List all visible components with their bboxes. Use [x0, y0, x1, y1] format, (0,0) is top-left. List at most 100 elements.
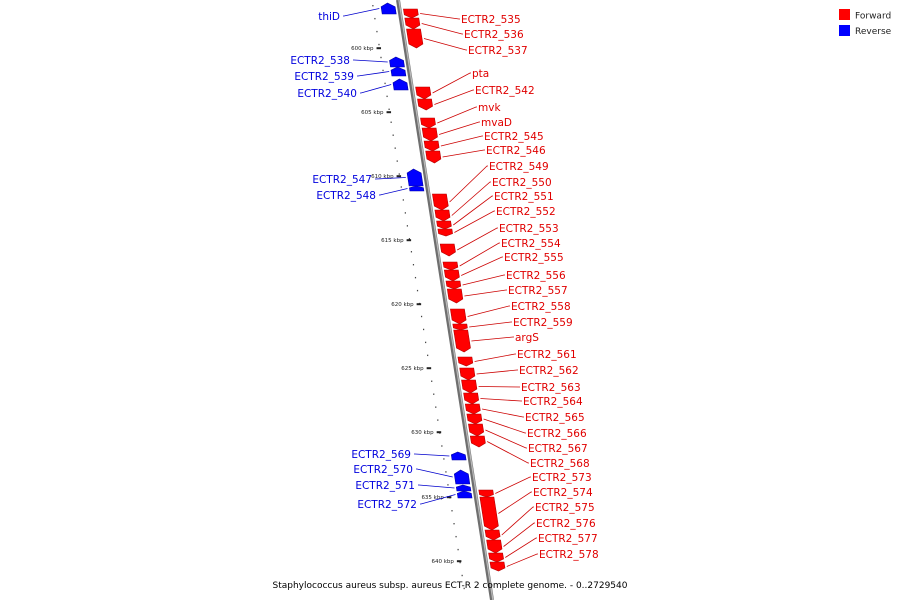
gene-leader-line — [480, 398, 522, 402]
kbp-tick-label: 610 kbp — [371, 174, 394, 180]
gene-leader-line — [432, 72, 471, 94]
minor-tick — [451, 510, 453, 512]
minor-tick — [396, 160, 398, 162]
minor-tick — [398, 173, 400, 175]
minor-tick — [406, 225, 408, 227]
gene-leader-line — [434, 89, 474, 105]
minor-tick — [453, 523, 455, 525]
gene-label-forward: ECTR2_575 — [535, 502, 595, 514]
gene-forward — [478, 489, 494, 498]
gene-leader-line — [459, 242, 500, 267]
minor-tick — [408, 238, 411, 240]
major-tick — [446, 496, 452, 499]
gene-leader-line — [442, 149, 485, 158]
legend: Forward Reverse — [839, 9, 892, 37]
gene-features — [380, 2, 506, 572]
gene-label-reverse: ECTR2_570 — [353, 464, 413, 476]
gene-leader-line — [462, 274, 505, 286]
gene-leader-line — [420, 13, 460, 20]
minor-tick — [402, 199, 404, 201]
gene-leader-line — [418, 484, 455, 489]
gene-label-forward: ECTR2_559 — [513, 317, 573, 329]
gene-label-reverse: ECTR2_538 — [290, 55, 350, 67]
gene-forward — [437, 228, 453, 237]
gene-label-forward: ECTR2_576 — [536, 518, 596, 530]
minor-tick — [461, 574, 463, 577]
gene-label-forward: ECTR2_535 — [461, 14, 521, 26]
kbp-tick-label: 615 kbp — [381, 238, 404, 244]
minor-ticks — [372, 5, 465, 590]
minor-tick — [416, 289, 419, 292]
gene-forward — [457, 356, 474, 367]
gene-label-forward: ECTR2_565 — [525, 412, 585, 424]
gene-label-forward: ECTR2_552 — [496, 206, 556, 218]
gene-forward — [484, 529, 501, 541]
minor-tick — [390, 121, 392, 123]
gene-forward — [423, 140, 440, 152]
gene-reverse — [380, 2, 397, 15]
minor-tick — [447, 484, 449, 486]
gene-leader-line — [476, 369, 518, 375]
minor-tick — [431, 380, 433, 382]
gene-label-forward: ECTR2_574 — [533, 487, 593, 499]
gene-label-forward: ECTR2_563 — [521, 382, 581, 394]
gene-label-reverse: ECTR2_548 — [316, 190, 376, 202]
gene-forward — [453, 329, 471, 353]
minor-tick — [382, 69, 384, 72]
gene-forward — [436, 220, 452, 230]
gene-label-forward: argS — [515, 332, 539, 344]
gene-leader-line — [467, 305, 510, 317]
gene-leader-line — [343, 8, 380, 17]
gene-label-reverse: ECTR2_569 — [351, 449, 411, 461]
gene-leader-line — [454, 210, 495, 233]
gene-forward — [420, 117, 436, 129]
gene-label-forward: ECTR2_578 — [539, 549, 599, 561]
gene-leader-line — [379, 188, 408, 196]
gene-leader-line — [487, 441, 529, 464]
gene-label-reverse: ECTR2_547 — [312, 174, 372, 186]
minor-tick — [414, 276, 417, 279]
gene-reverse — [450, 451, 467, 461]
gene-label-reverse: ECTR2_571 — [355, 480, 415, 492]
minor-tick — [384, 82, 386, 85]
gene-leader-line — [420, 494, 456, 505]
minor-tick — [378, 43, 380, 46]
gene-forward — [459, 367, 476, 381]
gene-forward — [446, 288, 464, 304]
gene-leader-line — [453, 195, 493, 226]
minor-tick — [425, 341, 427, 344]
gene-leader-line — [375, 177, 406, 180]
gene-leader-line — [501, 506, 534, 536]
minor-tick — [427, 354, 429, 357]
gene-forward — [469, 435, 486, 448]
gene-forward — [421, 127, 438, 142]
gene-forward — [434, 209, 451, 222]
gene-leader-line — [464, 289, 507, 297]
gene-leader-line — [437, 106, 477, 124]
gene-label-forward: ECTR2_556 — [506, 270, 566, 282]
gene-label-forward: ECTR2_553 — [499, 223, 559, 235]
gene-forward — [452, 323, 468, 331]
minor-tick — [388, 108, 390, 110]
major-tick — [406, 239, 412, 242]
major-tick — [416, 303, 422, 306]
gene-leader-line — [506, 553, 538, 567]
major-tick — [376, 47, 382, 50]
minor-tick — [445, 471, 447, 473]
kbp-tick-label: 630 kbp — [411, 430, 434, 436]
minor-tick — [459, 561, 461, 564]
minor-tick — [410, 251, 413, 253]
gene-label-forward: pta — [472, 68, 489, 80]
gene-label-forward: ECTR2_542 — [475, 85, 535, 97]
gene-label-forward: ECTR2_550 — [492, 177, 552, 189]
gene-leader-line — [478, 386, 520, 388]
gene-label-forward: ECTR2_577 — [538, 533, 598, 545]
gene-leader-line — [440, 135, 483, 147]
gene-leader-line — [421, 23, 463, 35]
kbp-tick-label: 605 kbp — [361, 110, 384, 116]
minor-tick — [400, 186, 402, 188]
gene-leader-line — [461, 256, 503, 276]
major-tick — [436, 431, 442, 434]
label-leader-lines — [343, 8, 538, 567]
gene-forward — [463, 392, 480, 405]
